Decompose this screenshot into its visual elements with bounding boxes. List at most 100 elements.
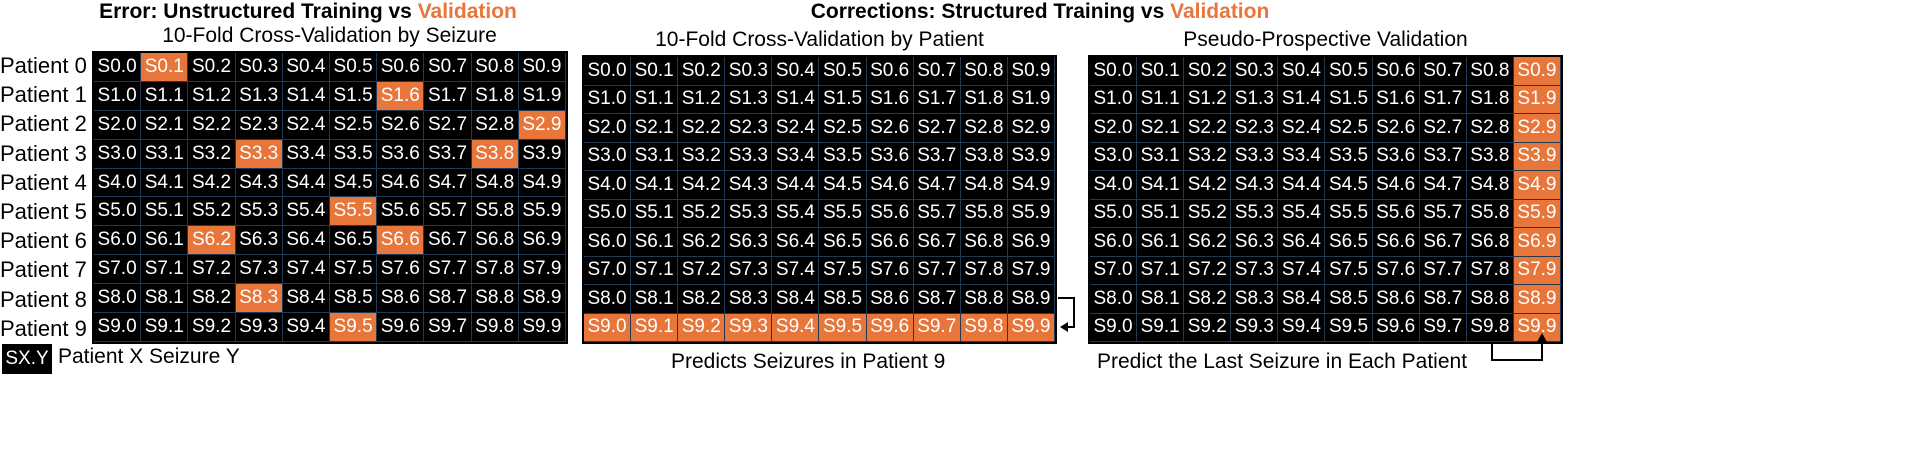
seizure-cell: S3.3 [725, 142, 773, 171]
seizure-cell: S2.3 [235, 110, 283, 140]
seizure-cell: S7.5 [330, 255, 378, 285]
seizure-cell: S7.0 [1090, 256, 1138, 285]
seizure-cell: S8.5 [819, 285, 867, 314]
seizure-cell: S9.8 [960, 313, 1008, 342]
seizure-cell: S0.2 [188, 53, 236, 82]
panel-3-arrow-icon [1491, 333, 1547, 361]
seizure-cell: S5.5 [1325, 199, 1373, 228]
seizure-cell: S1.9 [1513, 85, 1561, 114]
seizure-cell: S1.7 [913, 85, 961, 114]
legend-text: Patient X Seizure Y [58, 345, 240, 368]
seizure-cell: S8.1 [1137, 285, 1185, 314]
seizure-cell: S5.2 [1184, 199, 1232, 228]
row-label-patient-4: Patient 4 [0, 169, 87, 195]
seizure-cell: S0.4 [1278, 57, 1326, 86]
seizure-cell: S1.6 [1372, 85, 1420, 114]
seizure-cell: S8.5 [1325, 285, 1373, 314]
seizure-cell: S9.4 [772, 313, 820, 342]
seizure-cell: S0.0 [1090, 57, 1138, 86]
seizure-cell: S5.5 [330, 197, 378, 227]
row-label-patient-8: Patient 8 [0, 286, 87, 312]
seizure-cell: S4.2 [678, 171, 726, 200]
seizure-cell: S6.8 [471, 226, 519, 256]
seizure-cell: S3.0 [584, 142, 632, 171]
seizure-cell: S5.4 [772, 199, 820, 228]
seizure-cell: S5.6 [1372, 199, 1420, 228]
seizure-cell: S0.6 [866, 57, 914, 86]
seizure-cell: S3.3 [235, 139, 283, 169]
seizure-cell: S3.7 [424, 139, 472, 169]
seizure-cell: S8.1 [141, 284, 189, 314]
seizure-cell: S9.5 [330, 313, 378, 342]
seizure-cell: S2.3 [1231, 114, 1279, 143]
seizure-cell: S9.3 [1231, 313, 1279, 342]
seizure-cell: S2.4 [1278, 114, 1326, 143]
right-title-prefix: Corrections: Structured Training vs [810, 0, 1171, 23]
seizure-cell: S8.4 [282, 284, 330, 314]
seizure-cell: S4.6 [1372, 171, 1420, 200]
seizure-cell: S0.1 [1137, 57, 1185, 86]
seizure-cell: S5.2 [188, 197, 236, 227]
seizure-cell: S2.8 [1466, 114, 1514, 143]
seizure-cell: S9.5 [819, 313, 867, 342]
seizure-cell: S9.7 [424, 313, 472, 342]
seizure-cell: S6.6 [377, 226, 425, 256]
seizure-cell: S0.7 [913, 57, 961, 86]
seizure-cell: S9.0 [584, 313, 632, 342]
seizure-cell: S4.7 [1419, 171, 1467, 200]
seizure-cell: S1.3 [725, 85, 773, 114]
seizure-cell: S0.0 [94, 53, 142, 82]
seizure-cell: S8.2 [1184, 285, 1232, 314]
seizure-cell: S5.8 [960, 199, 1008, 228]
seizure-cell: S7.2 [188, 255, 236, 285]
seizure-cell: S7.6 [1372, 256, 1420, 285]
panel-3-prospective-grid: S0.0 S0.1 S0.2 S0.3 S0.4 S0.5 S0.6 S0.7 S0.8 S0.9… [1088, 55, 1563, 344]
seizure-cell: S7.7 [424, 255, 472, 285]
seizure-cell: S3.4 [1278, 142, 1326, 171]
seizure-cell: S0.5 [330, 53, 378, 82]
seizure-cell: S9.4 [1278, 313, 1326, 342]
seizure-cell: S0.1 [141, 53, 189, 82]
seizure-cell: S7.1 [631, 256, 679, 285]
seizure-cell: S4.9 [1007, 171, 1055, 200]
seizure-cell: S2.7 [1419, 114, 1467, 143]
right-title: Corrections: Structured Training vs Vali… [800, 0, 1280, 24]
seizure-cell: S5.8 [471, 197, 519, 227]
seizure-cell: S4.6 [866, 171, 914, 200]
seizure-cell: S2.8 [960, 114, 1008, 143]
seizure-cell: S3.1 [1137, 142, 1185, 171]
seizure-cell: S4.4 [772, 171, 820, 200]
seizure-cell: S5.9 [1007, 199, 1055, 228]
seizure-cell: S1.0 [584, 85, 632, 114]
seizure-cell: S1.4 [1278, 85, 1326, 114]
seizure-cell: S0.2 [678, 57, 726, 86]
seizure-cell: S8.7 [913, 285, 961, 314]
seizure-cell: S2.4 [282, 110, 330, 140]
seizure-cell: S6.7 [424, 226, 472, 256]
seizure-cell: S6.1 [1137, 228, 1185, 257]
seizure-cell: S1.2 [678, 85, 726, 114]
seizure-cell: S1.8 [471, 81, 519, 111]
seizure-cell: S8.7 [424, 284, 472, 314]
right-title-highlight: Validation [1170, 0, 1270, 23]
seizure-cell: S3.8 [960, 142, 1008, 171]
seizure-cell: S1.4 [772, 85, 820, 114]
seizure-cell: S1.1 [631, 85, 679, 114]
seizure-cell: S4.3 [725, 171, 773, 200]
seizure-cell: S6.6 [1372, 228, 1420, 257]
seizure-cell: S9.2 [1184, 313, 1232, 342]
seizure-cell: S6.6 [866, 228, 914, 257]
seizure-cell: S6.8 [960, 228, 1008, 257]
seizure-cell: S2.6 [1372, 114, 1420, 143]
left-title-highlight: Validation [417, 0, 517, 23]
seizure-cell: S1.6 [866, 85, 914, 114]
seizure-cell: S2.5 [330, 110, 378, 140]
seizure-cell: S7.8 [960, 256, 1008, 285]
seizure-cell: S1.0 [94, 81, 142, 111]
seizure-cell: S6.8 [1466, 228, 1514, 257]
seizure-cell: S1.1 [1137, 85, 1185, 114]
seizure-cell: S0.3 [235, 53, 283, 82]
seizure-cell: S3.9 [1007, 142, 1055, 171]
seizure-cell: S9.4 [282, 313, 330, 342]
row-label-patient-5: Patient 5 [0, 199, 87, 224]
